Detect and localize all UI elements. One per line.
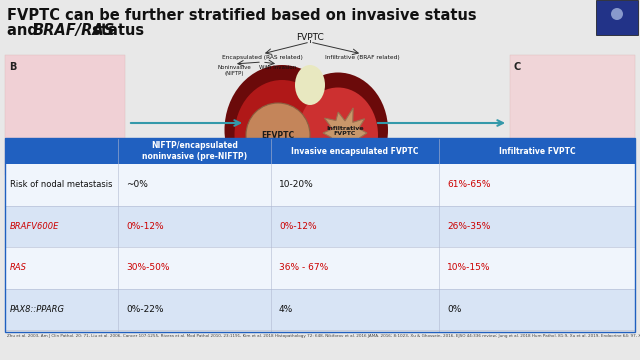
Text: 0%-12%: 0%-12%: [279, 222, 317, 231]
Text: Infiltrative FVPTC: Infiltrative FVPTC: [499, 147, 575, 156]
Bar: [5, 138, 635, 332]
Bar: [5, 288, 635, 330]
Bar: [5, 247, 635, 288]
Text: C: C: [513, 62, 520, 72]
Bar: [5, 206, 635, 247]
Text: Noninvasive
(NIFTP): Noninvasive (NIFTP): [217, 65, 251, 76]
Text: Encapsulated (RAS related): Encapsulated (RAS related): [221, 55, 303, 60]
Bar: [596, 0, 638, 35]
Text: NIFTP/encapsulated
noninvasive (pre-NIFTP): NIFTP/encapsulated noninvasive (pre-NIFT…: [142, 141, 247, 161]
Bar: [510, 55, 635, 170]
Text: EFVPTC: EFVPTC: [261, 130, 294, 139]
Text: Infiltrative (BRAF related): Infiltrative (BRAF related): [324, 55, 399, 60]
Text: PAX8::PPARG: PAX8::PPARG: [10, 305, 65, 314]
Bar: [5, 138, 635, 164]
Ellipse shape: [295, 65, 325, 105]
Text: FVPTC: FVPTC: [296, 33, 324, 42]
Text: 30%-50%: 30%-50%: [126, 263, 170, 272]
Text: 0%-12%: 0%-12%: [126, 222, 164, 231]
Text: 10-20%: 10-20%: [279, 180, 314, 189]
Text: 26%-35%: 26%-35%: [447, 222, 490, 231]
Text: FVPTC can be further stratified based on invasive status: FVPTC can be further stratified based on…: [7, 8, 477, 23]
Text: 10%-15%: 10%-15%: [447, 263, 490, 272]
Ellipse shape: [225, 65, 339, 195]
Text: B: B: [9, 62, 17, 72]
Ellipse shape: [298, 87, 378, 183]
Text: Risk of nodal metastasis: Risk of nodal metastasis: [10, 180, 113, 189]
Text: status: status: [87, 23, 144, 38]
Text: BRAF/RAS: BRAF/RAS: [33, 23, 115, 38]
Text: and: and: [7, 23, 43, 38]
Ellipse shape: [234, 80, 330, 190]
Text: 0%-22%: 0%-22%: [126, 305, 163, 314]
Circle shape: [246, 103, 310, 167]
Text: BRAFV600E: BRAFV600E: [10, 222, 60, 231]
Ellipse shape: [288, 72, 388, 188]
Text: RAS: RAS: [10, 263, 27, 272]
Polygon shape: [323, 108, 367, 158]
Text: 36% - 67%: 36% - 67%: [279, 263, 328, 272]
Text: Infiltrative
FVPTC: Infiltrative FVPTC: [326, 126, 364, 136]
Text: 61%-65%: 61%-65%: [447, 180, 490, 189]
Circle shape: [611, 8, 623, 20]
Text: Zhu et al. 2003, Am J Clin Pathol. 20: 71, Liu et al. 2006, Cancer 107:1255, Riv: Zhu et al. 2003, Am J Clin Pathol. 20: 7…: [7, 334, 640, 338]
Text: 0%: 0%: [447, 305, 461, 314]
Text: Invasive encapsulated FVPTC: Invasive encapsulated FVPTC: [291, 147, 419, 156]
Text: 4%: 4%: [279, 305, 293, 314]
Text: ~0%: ~0%: [126, 180, 148, 189]
Bar: [5, 55, 125, 175]
Bar: [292, 85, 328, 110]
Text: With invasion: With invasion: [259, 65, 296, 70]
Bar: [5, 164, 635, 206]
